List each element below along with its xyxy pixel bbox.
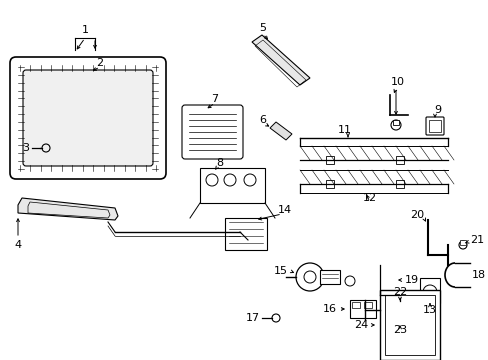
Bar [395, 180, 403, 188]
FancyBboxPatch shape [425, 117, 443, 135]
Bar [392, 120, 398, 125]
Text: 14: 14 [277, 205, 291, 215]
Text: 1: 1 [81, 25, 88, 35]
FancyBboxPatch shape [10, 57, 165, 179]
Text: 8: 8 [216, 158, 223, 168]
Bar [349, 300, 375, 318]
Polygon shape [251, 35, 309, 85]
Text: 2: 2 [96, 58, 103, 68]
Polygon shape [18, 198, 118, 220]
Bar [395, 156, 403, 164]
Text: 3: 3 [22, 143, 29, 153]
Text: 13: 13 [422, 305, 436, 315]
Text: 20: 20 [409, 210, 423, 220]
Text: 18: 18 [471, 270, 485, 280]
Text: 9: 9 [433, 105, 441, 115]
Text: 24: 24 [353, 320, 367, 330]
Bar [325, 156, 333, 164]
Bar [319, 270, 339, 284]
Bar [428, 120, 440, 132]
Polygon shape [269, 122, 291, 140]
Bar [363, 302, 371, 308]
Bar [384, 295, 434, 355]
Bar [419, 278, 439, 303]
FancyBboxPatch shape [182, 105, 243, 159]
Text: 7: 7 [211, 94, 218, 104]
Text: 19: 19 [404, 275, 418, 285]
Bar [325, 180, 333, 188]
Text: 21: 21 [469, 235, 483, 245]
Text: 15: 15 [273, 266, 287, 276]
Bar [224, 218, 266, 250]
Text: 5: 5 [259, 23, 266, 33]
Text: 23: 23 [392, 325, 406, 335]
Text: 17: 17 [245, 313, 260, 323]
Text: 10: 10 [390, 77, 404, 87]
FancyBboxPatch shape [23, 70, 153, 166]
Bar [351, 302, 359, 308]
Text: 16: 16 [323, 304, 336, 314]
Text: 4: 4 [15, 240, 21, 250]
Bar [200, 168, 264, 203]
Text: 6: 6 [259, 115, 266, 125]
Bar [459, 240, 465, 245]
Text: 12: 12 [362, 193, 376, 203]
Text: 22: 22 [392, 287, 407, 297]
Bar [379, 290, 439, 360]
Text: 11: 11 [337, 125, 351, 135]
